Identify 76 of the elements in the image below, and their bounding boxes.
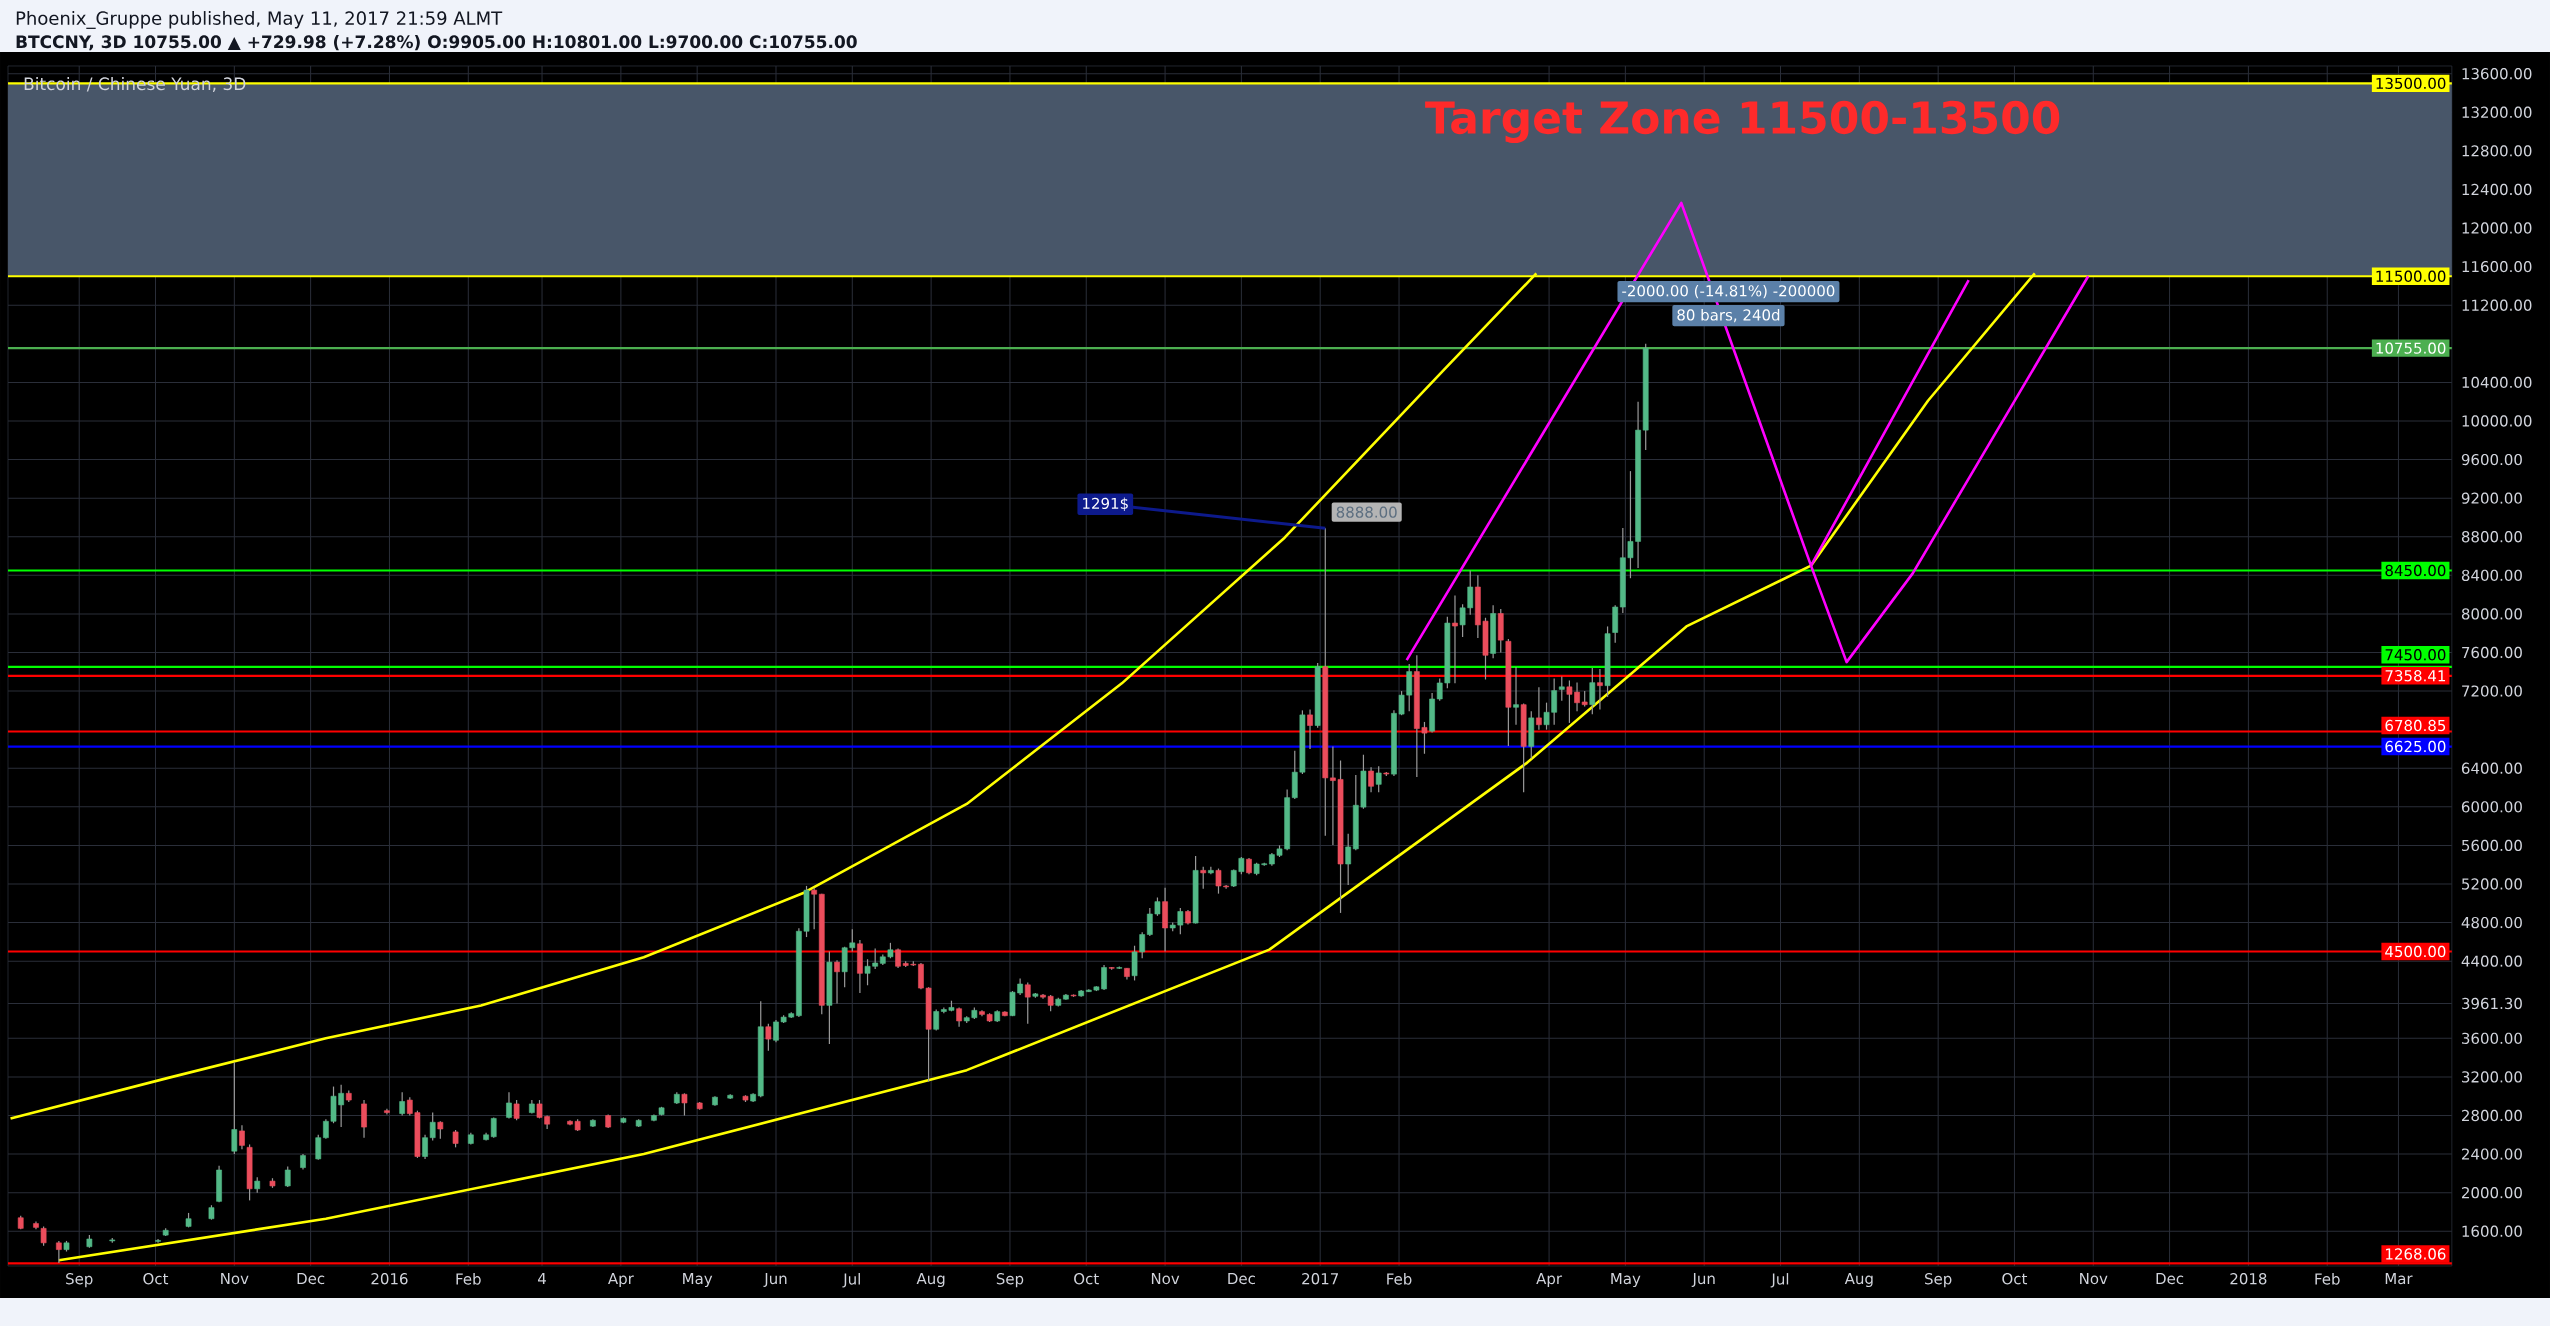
x-tick-label: 4 xyxy=(537,1273,546,1284)
y-tick-label: 3600.00 xyxy=(2462,1032,2522,1045)
y-tick-label: 6400.00 xyxy=(2461,762,2522,774)
x-tick-label: Jul xyxy=(842,1273,860,1288)
ref-line-label: 8450.00 xyxy=(2385,564,2446,577)
x-tick-label: Jul xyxy=(1770,1273,1789,1288)
y-tick-label: 1600.00 xyxy=(2462,1225,2522,1237)
ref-line-label: 6780.85 xyxy=(2385,719,2446,732)
y-tick-label: 7200.00 xyxy=(2462,685,2522,697)
x-tick-label: Oct xyxy=(2002,1273,2028,1285)
x-tick-label: Nov xyxy=(1151,1273,1180,1285)
y-tick-label: 12000.00 xyxy=(2462,222,2532,234)
band-label: Target Zone 11500-13500 xyxy=(1425,100,2060,144)
annotation: -2000.00 (-14.81%) -200000 xyxy=(1622,284,1835,299)
annotation: 8888.00 xyxy=(1336,506,1397,518)
x-tick-label: Jun xyxy=(1691,1273,1715,1287)
y-tick-label: 7600.00 xyxy=(2462,646,2522,659)
y-tick-label: 4400.00 xyxy=(2461,955,2522,967)
ref-line-label: 7358.41 xyxy=(2385,670,2446,682)
ref-line-label: 11500.00 xyxy=(2376,270,2446,282)
x-tick-label: Dec xyxy=(2156,1273,2184,1285)
x-tick-label: Aug xyxy=(916,1273,945,1288)
ref-line-label: 4500.00 xyxy=(2385,945,2446,958)
y-tick-label: 6000.00 xyxy=(2461,801,2522,813)
x-tick-label: Sep xyxy=(66,1273,93,1288)
ref-line-label: 1268.06 xyxy=(2386,1248,2446,1260)
x-tick-label: Nov xyxy=(2080,1273,2108,1285)
text: BTCCNY, 3D 10755.00 ▲ +729.98 (+7.28%) O:9905.00 H:10801.00 L:9700.00 C:10755.00 xyxy=(16,35,857,51)
y-tick-label: 4800.00 xyxy=(2461,916,2522,929)
y-tick-label: 2000.00 xyxy=(2462,1187,2522,1199)
y-tick-label: 3200.00 xyxy=(2462,1071,2522,1083)
y-tick-label: 9600.00 xyxy=(2461,453,2522,466)
y-tick-label: 9200.00 xyxy=(2461,492,2522,504)
x-tick-label: Mar xyxy=(2385,1273,2413,1285)
y-tick-label: 8800.00 xyxy=(2461,531,2522,543)
y-tick-label: 2800.00 xyxy=(2462,1109,2522,1122)
y-tick-label: 10400.00 xyxy=(2462,376,2532,389)
x-tick-label: 2016 xyxy=(371,1273,408,1285)
y-tick-label: 5600.00 xyxy=(2462,839,2522,852)
x-tick-label: Dec xyxy=(1228,1273,1255,1285)
x-tick-label: Sep xyxy=(1925,1273,1952,1288)
y-tick-label: 8400.00 xyxy=(2461,569,2522,581)
y-tick-label: 2400.00 xyxy=(2462,1148,2522,1160)
x-tick-label: May xyxy=(1611,1273,1641,1288)
x-tick-label: Feb xyxy=(1387,1273,1412,1285)
y-tick-label: 11200.00 xyxy=(2462,299,2532,311)
x-tick-label: Oct xyxy=(1074,1273,1099,1285)
ref-line-label: 7450.00 xyxy=(2385,649,2446,661)
chart-subtitle: Phoenix_Gruppe published, May 11, 2017 21:59 ALMT xyxy=(16,11,503,29)
x-tick-label: Nov xyxy=(221,1273,249,1285)
x-tick-label: Apr xyxy=(1536,1273,1563,1288)
x-tick-label: Dec xyxy=(297,1273,325,1285)
y-tick-label: 8000.00 xyxy=(2461,608,2522,620)
x-tick-label: Sep xyxy=(996,1273,1024,1288)
x-tick-label: May xyxy=(683,1273,713,1288)
ref-line-label: 13500.00 xyxy=(2376,77,2446,90)
ref-line-label: 10755.00 xyxy=(2376,342,2446,354)
y-tick-label: 12400.00 xyxy=(2462,183,2532,196)
y-tick-label: 13600.00 xyxy=(2462,68,2532,80)
x-tick-label: 2018 xyxy=(2230,1273,2267,1285)
annotation: 1291$ xyxy=(1083,497,1128,512)
y-tick-label: 12800.00 xyxy=(2462,145,2532,157)
y-tick-label: 11600.00 xyxy=(2462,260,2532,273)
x-tick-label: Feb xyxy=(2315,1273,2340,1285)
y-tick-label: 3961.30 xyxy=(2462,997,2522,1010)
ref-line-label: 6625.00 xyxy=(2385,740,2446,753)
y-tick-label: 13200.00 xyxy=(2462,106,2532,118)
y-tick-label: 5200.00 xyxy=(2462,878,2522,890)
x-tick-label: Aug xyxy=(1844,1273,1873,1288)
x-tick-label: Jun xyxy=(763,1273,787,1287)
annotation: 80 bars, 240d xyxy=(1677,309,1780,323)
x-tick-label: Oct xyxy=(143,1273,169,1285)
x-tick-label: 2017 xyxy=(1302,1273,1338,1285)
x-tick-label: Feb xyxy=(456,1273,481,1285)
y-tick-label: 10000.00 xyxy=(2462,415,2532,427)
x-tick-label: Apr xyxy=(608,1273,634,1288)
